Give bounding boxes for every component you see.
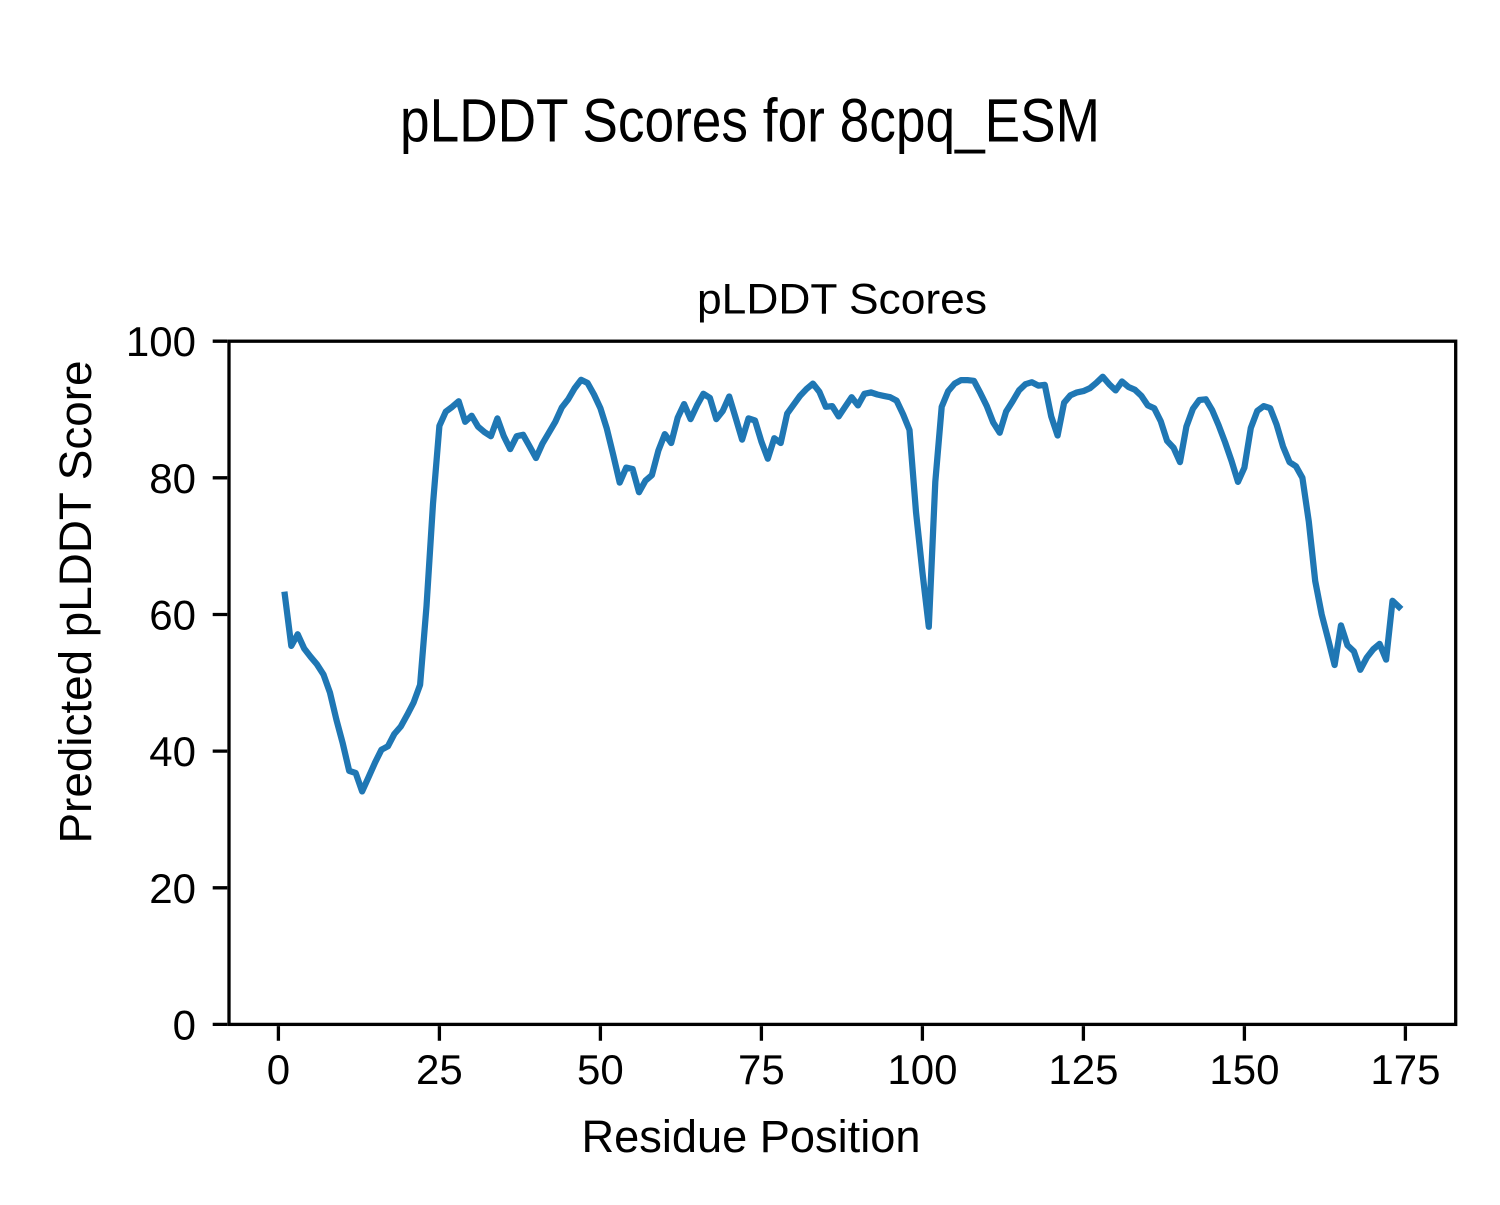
svg-text:80: 80 [149, 455, 196, 502]
svg-text:100: 100 [887, 1046, 957, 1093]
svg-text:pLDDT Scores: pLDDT Scores [697, 277, 987, 324]
svg-text:75: 75 [738, 1046, 785, 1093]
svg-text:25: 25 [416, 1046, 463, 1093]
svg-text:20: 20 [149, 865, 196, 912]
svg-text:40: 40 [149, 728, 196, 775]
svg-text:100: 100 [126, 318, 196, 365]
svg-text:175: 175 [1370, 1046, 1440, 1093]
svg-text:Residue Position: Residue Position [582, 1111, 921, 1162]
svg-text:0: 0 [267, 1046, 290, 1093]
svg-text:pLDDT Scores for 8cpq_ESM: pLDDT Scores for 8cpq_ESM [400, 87, 1100, 155]
svg-text:Predicted pLDDT Score: Predicted pLDDT Score [50, 361, 101, 844]
svg-text:150: 150 [1209, 1046, 1279, 1093]
svg-text:125: 125 [1048, 1046, 1118, 1093]
svg-text:50: 50 [577, 1046, 624, 1093]
svg-text:60: 60 [149, 592, 196, 639]
svg-text:0: 0 [173, 1001, 196, 1048]
